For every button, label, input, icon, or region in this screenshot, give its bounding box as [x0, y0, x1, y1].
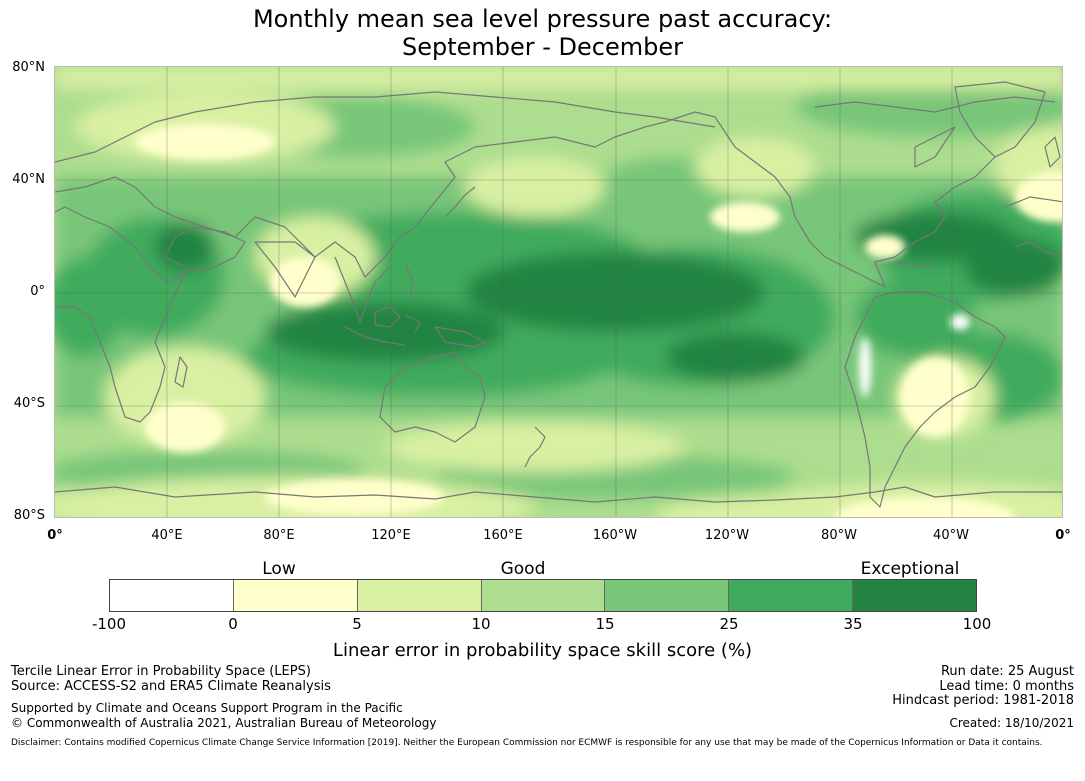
legend-category-exceptional: Exceptional [860, 559, 960, 579]
created-date: Created: 18/10/2021 [949, 716, 1074, 730]
colorbar-tick: 15 [595, 615, 615, 633]
lon-label-120e: 120°E [371, 528, 411, 543]
colorbar-segment [110, 580, 234, 611]
lon-label-80e: 80°E [263, 528, 295, 543]
run-date: Run date: 25 August [940, 664, 1074, 679]
disclaimer-text: Disclaimer: Contains modified Copernicus… [11, 738, 1043, 748]
lon-label-80w: 80°W [821, 528, 857, 543]
colorbar-tick: 0 [228, 615, 238, 633]
colorbar [109, 579, 977, 612]
support-text: Supported by Climate and Oceans Support … [11, 701, 403, 715]
lat-label-40n: 40°N [12, 172, 45, 187]
colorbar-segment [481, 580, 606, 611]
coastlines [55, 81, 1062, 508]
source-text: Source: ACCESS-S2 and ERA5 Climate Reana… [11, 679, 331, 694]
colorbar-tick: 25 [719, 615, 739, 633]
colorbar-segment [605, 580, 730, 611]
colorbar-label: Linear error in probability space skill … [332, 640, 753, 661]
colorbar-tick: 100 [962, 615, 992, 633]
skill-field [55, 67, 1062, 517]
legend-category-good: Good [500, 559, 546, 579]
lon-label-40e: 40°E [151, 528, 183, 543]
lon-label-160e: 160°E [483, 528, 523, 543]
low-skill-patches [135, 124, 1062, 517]
colorbar-tick: 35 [843, 615, 863, 633]
map-title: Monthly mean sea level pressure past acc… [252, 5, 833, 33]
colorbar-segment [357, 580, 482, 611]
colorbar-segment [729, 580, 854, 611]
map-subtitle: September - December [401, 33, 684, 61]
lon-label-40w: 40°W [933, 528, 969, 543]
colorbar-segment [233, 580, 358, 611]
lat-label-80s: 80°S [13, 508, 45, 523]
lead-time: Lead time: 0 months [939, 679, 1074, 694]
hindcast-period: Hindcast period: 1981-2018 [892, 693, 1074, 708]
lon-label-120w: 120°W [704, 528, 750, 543]
lon-label-0: 0° [47, 528, 63, 543]
lon-label-160w: 160°W [592, 528, 638, 543]
lat-label-equator: 0° [30, 284, 45, 299]
lat-label-40s: 40°S [13, 396, 45, 411]
legend-category-low: Low [262, 559, 296, 579]
colorbar-tick: 5 [352, 615, 362, 633]
method-text: Tercile Linear Error in Probability Spac… [11, 664, 311, 679]
skill-map-canvas [55, 67, 1062, 517]
lat-label-80n: 80°N [12, 60, 45, 75]
skill-map [54, 66, 1063, 518]
copyright-text: © Commonwealth of Australia 2021, Austra… [11, 716, 437, 730]
colorbar-tick: -100 [91, 615, 127, 633]
gridlines [55, 67, 1062, 517]
colorbar-tick: 10 [471, 615, 491, 633]
lon-label-0-east: 0° [1055, 528, 1071, 543]
colorbar-segment [853, 580, 977, 611]
